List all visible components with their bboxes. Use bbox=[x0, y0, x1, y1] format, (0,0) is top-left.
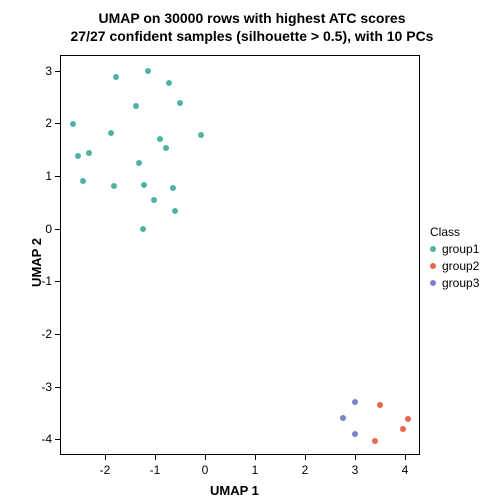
y-tick-label: -3 bbox=[32, 380, 52, 394]
scatter-point bbox=[133, 103, 139, 109]
x-tick-label: 3 bbox=[352, 463, 359, 477]
legend-dot-icon bbox=[430, 263, 436, 269]
scatter-point bbox=[108, 130, 114, 136]
legend-label: group3 bbox=[442, 276, 479, 290]
y-tick-label: 1 bbox=[32, 169, 52, 183]
x-tick-mark bbox=[205, 455, 206, 460]
scatter-point bbox=[172, 208, 178, 214]
x-tick-label: 1 bbox=[252, 463, 259, 477]
legend-dot-icon bbox=[430, 280, 436, 286]
y-tick-mark bbox=[55, 387, 60, 388]
scatter-point bbox=[198, 132, 204, 138]
scatter-point bbox=[141, 182, 147, 188]
scatter-point bbox=[111, 183, 117, 189]
x-tick-label: 2 bbox=[302, 463, 309, 477]
legend-dot-icon bbox=[430, 246, 436, 252]
scatter-point bbox=[166, 80, 172, 86]
chart-title-line1: UMAP on 30000 rows with highest ATC scor… bbox=[0, 10, 504, 27]
y-tick-mark bbox=[55, 281, 60, 282]
y-tick-mark bbox=[55, 229, 60, 230]
legend-item: group2 bbox=[430, 259, 479, 273]
scatter-point bbox=[372, 438, 378, 444]
x-tick-mark bbox=[355, 455, 356, 460]
x-tick-mark bbox=[405, 455, 406, 460]
x-tick-mark bbox=[155, 455, 156, 460]
legend: Class group1 group2 group3 bbox=[430, 225, 479, 290]
legend-title: Class bbox=[430, 225, 479, 239]
scatter-point bbox=[136, 160, 142, 166]
scatter-point bbox=[170, 185, 176, 191]
x-axis-label: UMAP 1 bbox=[210, 483, 259, 498]
chart-container: UMAP on 30000 rows with highest ATC scor… bbox=[0, 0, 504, 504]
y-tick-mark bbox=[55, 123, 60, 124]
y-tick-mark bbox=[55, 71, 60, 72]
chart-title-line2: 27/27 confident samples (silhouette > 0.… bbox=[0, 28, 504, 45]
y-tick-mark bbox=[55, 176, 60, 177]
y-tick-mark bbox=[55, 334, 60, 335]
x-tick-mark bbox=[255, 455, 256, 460]
scatter-point bbox=[405, 416, 411, 422]
x-tick-mark bbox=[105, 455, 106, 460]
scatter-point bbox=[352, 399, 358, 405]
y-tick-label: -4 bbox=[32, 432, 52, 446]
x-tick-label: -1 bbox=[150, 463, 161, 477]
legend-item: group1 bbox=[430, 242, 479, 256]
x-tick-label: 0 bbox=[202, 463, 209, 477]
y-tick-label: 3 bbox=[32, 64, 52, 78]
legend-item: group3 bbox=[430, 276, 479, 290]
x-tick-label: 4 bbox=[402, 463, 409, 477]
scatter-point bbox=[377, 402, 383, 408]
scatter-point bbox=[151, 197, 157, 203]
plot-area bbox=[60, 55, 420, 455]
scatter-point bbox=[340, 415, 346, 421]
y-tick-label: -2 bbox=[32, 327, 52, 341]
scatter-point bbox=[86, 150, 92, 156]
scatter-point bbox=[400, 426, 406, 432]
y-tick-label: 0 bbox=[32, 222, 52, 236]
scatter-point bbox=[80, 178, 86, 184]
scatter-point bbox=[140, 226, 146, 232]
scatter-point bbox=[145, 68, 151, 74]
y-tick-label: -1 bbox=[32, 274, 52, 288]
y-tick-mark bbox=[55, 439, 60, 440]
scatter-point bbox=[157, 136, 163, 142]
x-tick-label: -2 bbox=[100, 463, 111, 477]
legend-label: group1 bbox=[442, 242, 479, 256]
scatter-point bbox=[352, 431, 358, 437]
scatter-point bbox=[113, 74, 119, 80]
scatter-point bbox=[75, 153, 81, 159]
scatter-point bbox=[70, 121, 76, 127]
scatter-point bbox=[177, 100, 183, 106]
y-tick-label: 2 bbox=[32, 116, 52, 130]
legend-label: group2 bbox=[442, 259, 479, 273]
scatter-point bbox=[163, 145, 169, 151]
x-tick-mark bbox=[305, 455, 306, 460]
